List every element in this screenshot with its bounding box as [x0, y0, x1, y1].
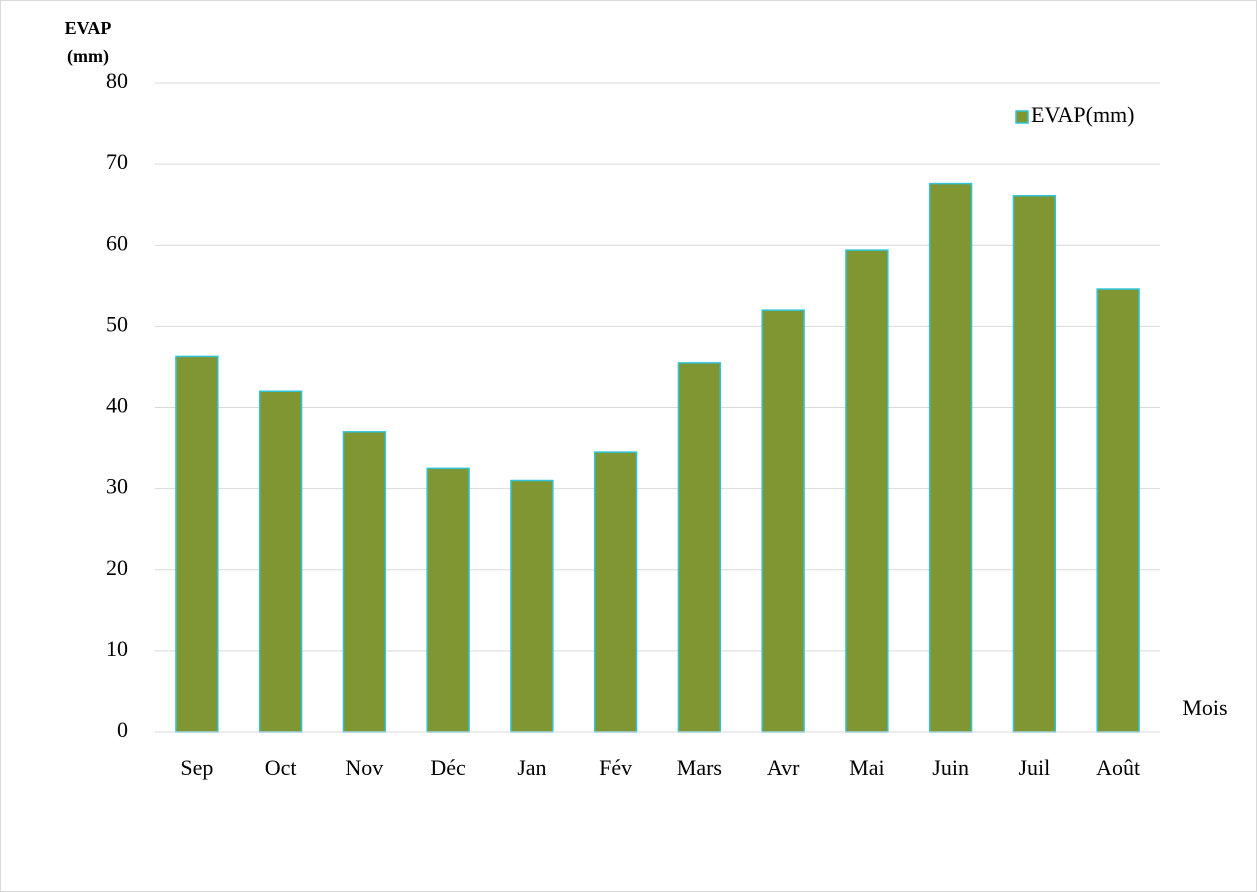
- y-axis-label: EVAP: [65, 18, 112, 38]
- x-tick-label: Mars: [677, 755, 722, 780]
- x-axis-label: Mois: [1182, 695, 1227, 720]
- x-tick-label: Nov: [345, 755, 383, 780]
- y-tick-label: 0: [117, 717, 128, 742]
- bar: [928, 182, 973, 733]
- y-tick-label: 30: [106, 474, 128, 499]
- x-tick-label: Avr: [767, 755, 800, 780]
- x-tick-label: Déc: [430, 755, 466, 780]
- bar: [510, 479, 554, 733]
- x-tick-label: Juin: [932, 755, 969, 780]
- y-tick-label: 10: [106, 636, 128, 661]
- bar: [761, 309, 805, 733]
- x-tick-label: Fév: [599, 755, 632, 780]
- bar: [258, 390, 303, 733]
- bar: [677, 362, 722, 733]
- bar: [175, 355, 219, 733]
- y-tick-label: 50: [106, 311, 128, 336]
- x-tick-label: Oct: [265, 755, 297, 780]
- bar: [845, 249, 889, 733]
- x-tick-label: Juil: [1018, 755, 1050, 780]
- legend-label: EVAP(mm): [1031, 102, 1135, 127]
- y-tick-label: 70: [106, 149, 128, 174]
- legend-swatch: [1015, 110, 1029, 124]
- x-tick-label: Mai: [849, 755, 884, 780]
- y-tick-label: 60: [106, 230, 128, 255]
- bar: [426, 467, 470, 733]
- x-tick-label: Jan: [517, 755, 546, 780]
- y-tick-label: 80: [106, 68, 128, 93]
- x-tick-label: Août: [1096, 755, 1140, 780]
- bar: [1012, 195, 1057, 733]
- y-axis-label: (mm): [67, 46, 109, 67]
- y-tick-label: 20: [106, 555, 128, 580]
- y-tick-label: 40: [106, 393, 128, 418]
- bar: [593, 451, 638, 733]
- bar: [1096, 288, 1140, 733]
- bar: [342, 431, 387, 733]
- x-tick-label: Sep: [180, 755, 213, 780]
